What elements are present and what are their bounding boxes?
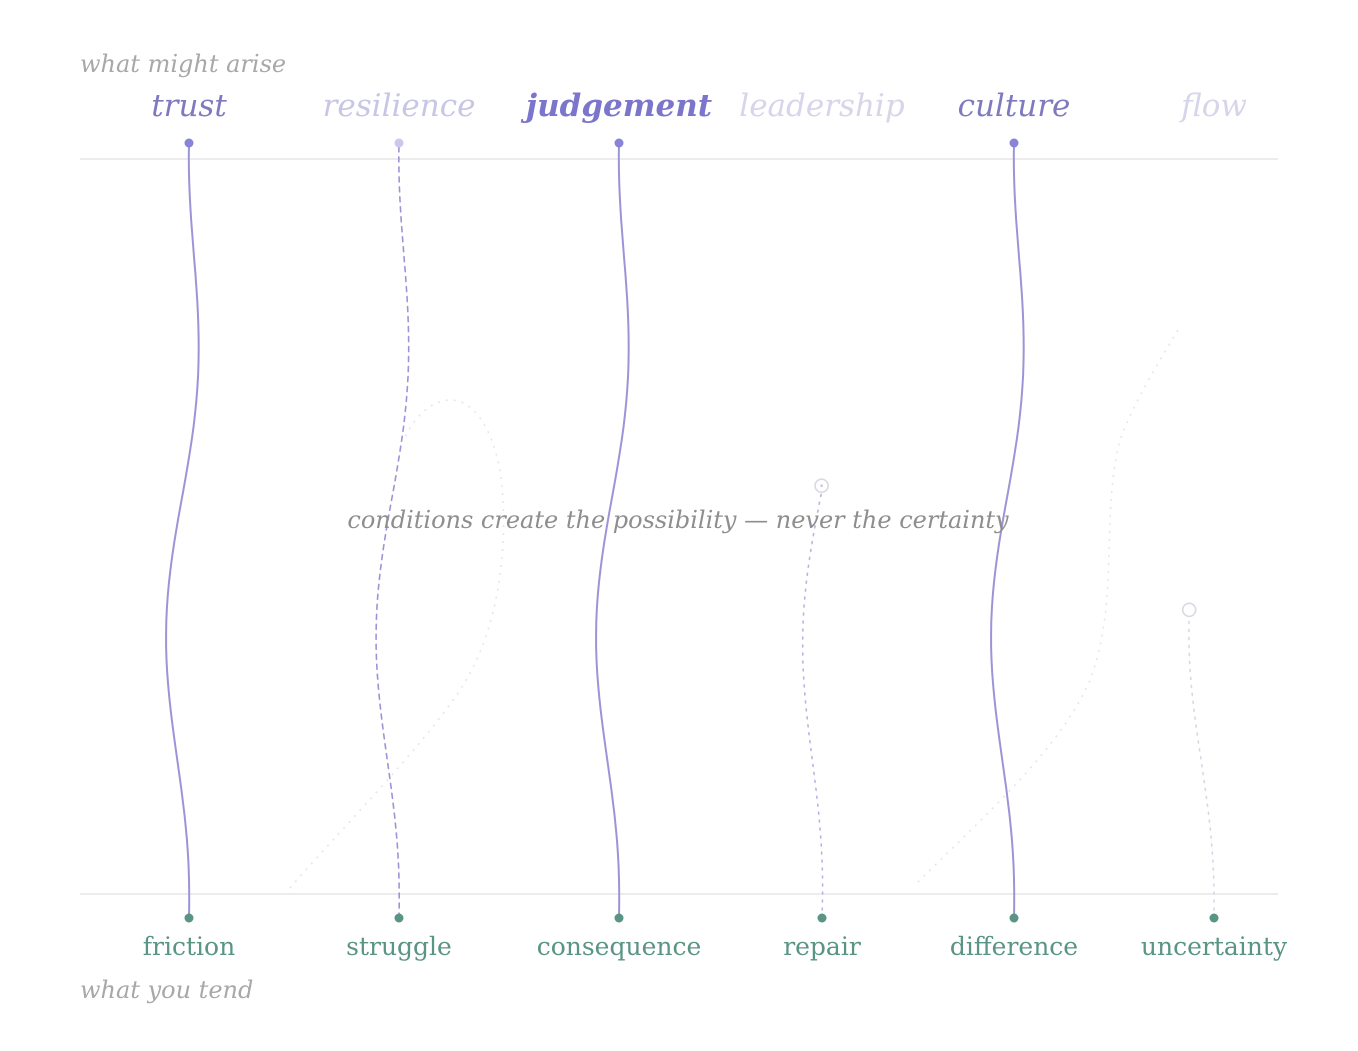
connection-difference-to-culture <box>990 142 1025 919</box>
tend-dot-struggle <box>394 913 404 923</box>
arise-dots <box>184 138 1019 148</box>
connection-uncertainty-to-flow <box>1188 615 1215 919</box>
connection-repair-to-leadership <box>801 490 824 919</box>
arise-dot-resilience <box>394 138 404 148</box>
faint-wander-path <box>289 399 505 889</box>
connection-consequence-to-judgement <box>595 142 630 919</box>
connection-struggle-to-resilience <box>375 142 410 919</box>
arise-label-flow: flow <box>1179 88 1247 124</box>
tend-section-label: what you tend <box>80 976 253 1004</box>
tend-dots <box>184 913 1219 923</box>
tend-label-difference: difference <box>950 932 1078 961</box>
tend-dot-friction <box>184 913 194 923</box>
arise-dot-trust <box>184 138 194 148</box>
arise-label-leadership: leadership <box>739 88 905 124</box>
arise-labels: trust resilience judgement leadership cultur… <box>151 88 1247 124</box>
tend-label-struggle: struggle <box>346 932 452 961</box>
growth-tip-flow <box>1181 602 1197 618</box>
faint-wander-path <box>917 329 1179 883</box>
tend-dot-consequence <box>614 913 624 923</box>
tend-label-friction: friction <box>143 932 235 961</box>
arise-dot-judgement <box>614 138 624 148</box>
tend-dot-difference <box>1009 913 1019 923</box>
arise-label-resilience: resilience <box>323 88 476 124</box>
center-caption: conditions create the possibility — neve… <box>347 506 1009 534</box>
growth-tip-leadership <box>814 478 829 494</box>
tend-dot-uncertainty <box>1209 913 1219 923</box>
tend-label-uncertainty: uncertainty <box>1141 932 1288 961</box>
connection-lines <box>165 142 1215 919</box>
tend-label-repair: repair <box>783 932 861 961</box>
tend-dot-repair <box>817 913 827 923</box>
arise-label-trust: trust <box>151 88 227 124</box>
arise-label-judgement: judgement <box>520 88 713 124</box>
tend-labels: friction struggle consequence repair differe… <box>143 932 1288 961</box>
growth-tip-core-leadership <box>820 484 823 488</box>
arise-dot-culture <box>1009 138 1019 148</box>
arise-label-culture: culture <box>958 88 1071 124</box>
connection-friction-to-trust <box>165 142 200 919</box>
tend-label-consequence: consequence <box>537 932 702 961</box>
arise-section-label: what might arise <box>80 50 286 78</box>
